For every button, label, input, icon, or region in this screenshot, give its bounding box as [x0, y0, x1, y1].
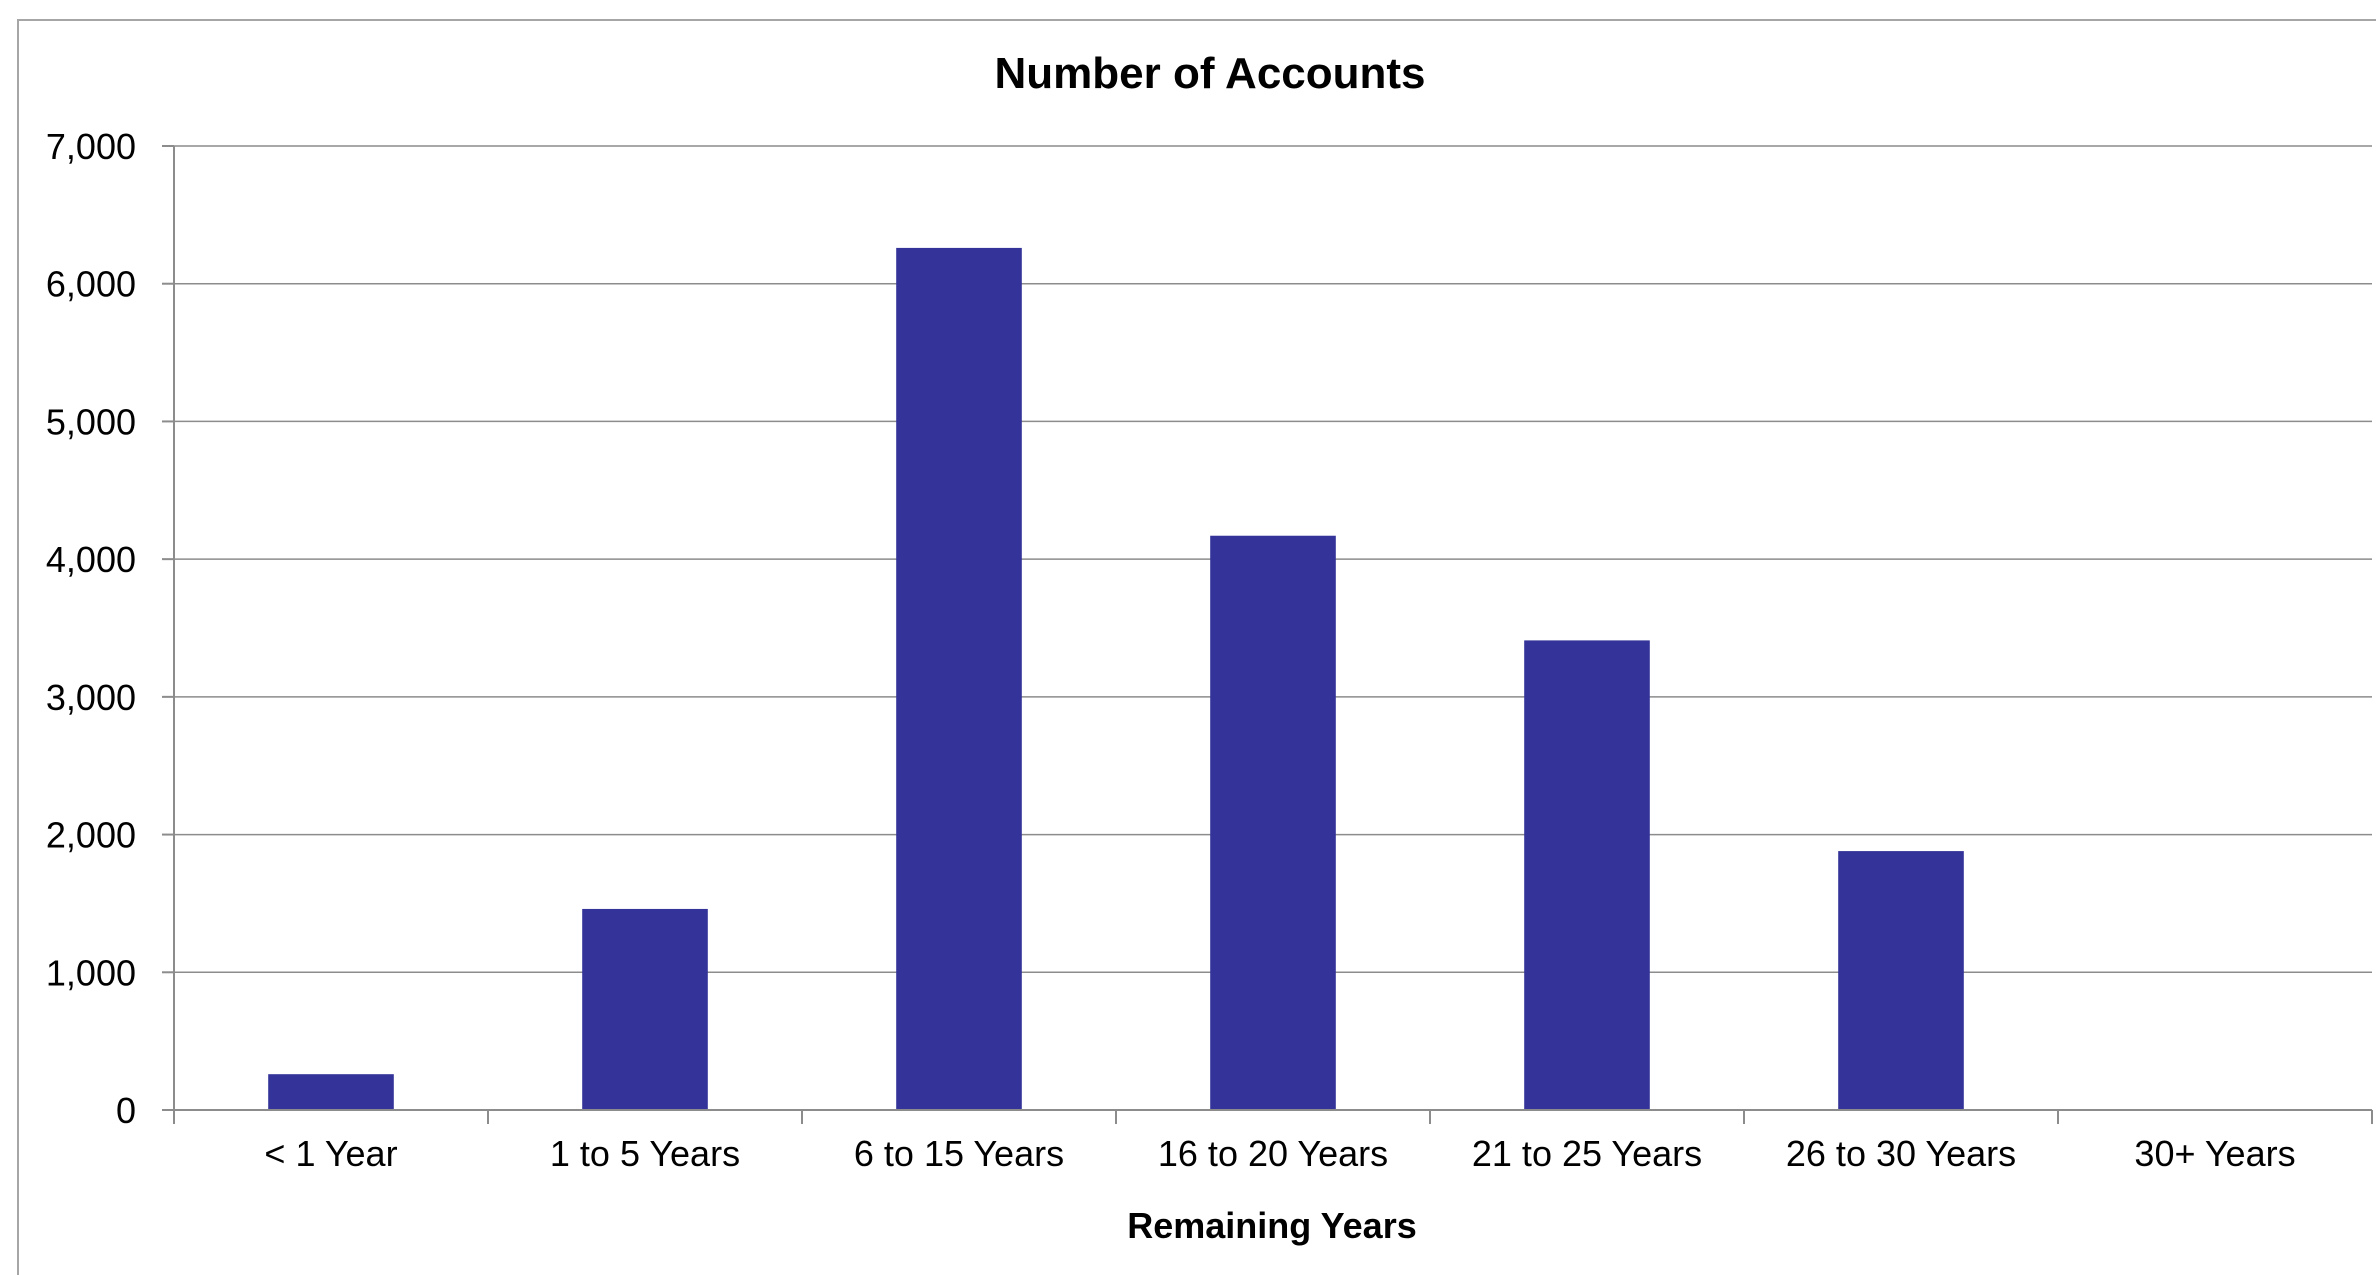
bar-5 — [1524, 640, 1650, 1110]
chart-frame — [17, 19, 2376, 1275]
x-tick-label: 16 to 20 Years — [1158, 1133, 1388, 1174]
y-tick-label: 3,000 — [46, 677, 136, 718]
x-axis-tick-labels: < 1 Year 1 to 5 Years 6 to 15 Years 16 to 2… — [264, 1133, 2295, 1174]
y-tick-label: 4,000 — [46, 539, 136, 580]
y-tick-label: 7,000 — [46, 126, 136, 167]
x-tick-label: < 1 Year — [264, 1133, 397, 1174]
x-tick-label: 1 to 5 Years — [550, 1133, 740, 1174]
bar-6 — [1838, 851, 1964, 1110]
y-tick-label: 6,000 — [46, 264, 136, 305]
x-tick-label: 26 to 30 Years — [1786, 1133, 2016, 1174]
x-axis-title: Remaining Years — [1127, 1205, 1416, 1246]
y-axis-tick-labels: 0 1,000 2,000 3,000 4,000 5,000 6,000 7,000 — [46, 126, 136, 1131]
bar-1 — [268, 1074, 394, 1110]
y-tick-label: 2,000 — [46, 815, 136, 856]
y-tick-label: 1,000 — [46, 952, 136, 993]
chart-title: Number of Accounts — [994, 49, 1425, 98]
bar-4 — [1210, 535, 1336, 1110]
y-tick-label: 0 — [116, 1090, 136, 1131]
x-tick-label: 21 to 25 Years — [1472, 1133, 1702, 1174]
bars — [268, 247, 1964, 1110]
x-tick-label: 30+ Years — [2134, 1133, 2295, 1174]
x-axis — [173, 146, 2373, 1124]
bar-2 — [582, 908, 708, 1110]
y-tick-label: 5,000 — [46, 401, 136, 442]
x-tick-label: 6 to 15 Years — [854, 1133, 1064, 1174]
bar-3 — [896, 247, 1022, 1110]
